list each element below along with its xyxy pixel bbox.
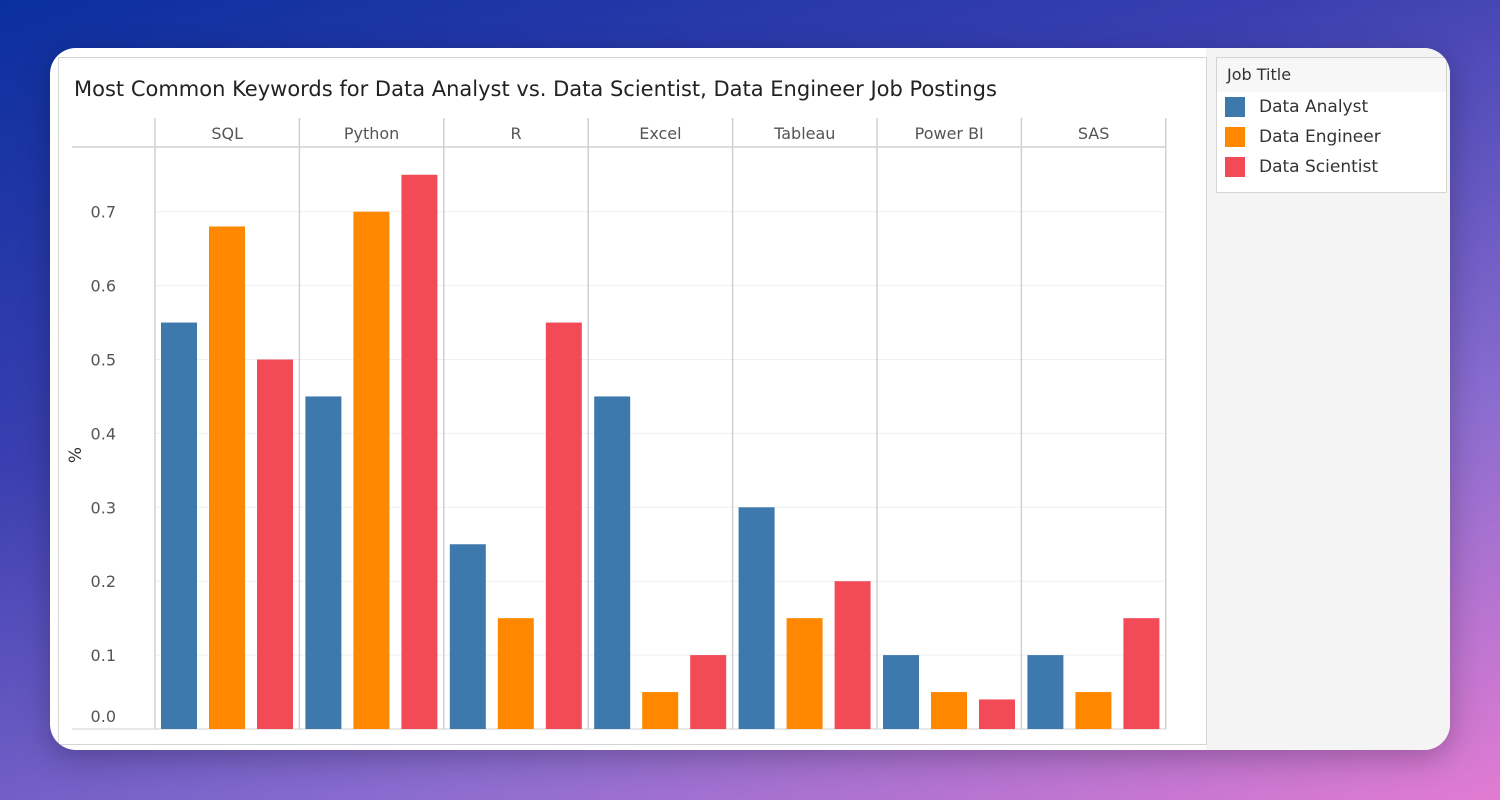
legend-item[interactable]: Data Scientist <box>1217 152 1446 182</box>
y-tick-label: 0.3 <box>91 498 116 517</box>
bar-data-engineer <box>1075 692 1112 729</box>
legend[interactable]: Job Title Data Analyst Data Engineer Data … <box>1216 57 1447 193</box>
bar-data-scientist <box>979 699 1015 729</box>
y-axis-label: % <box>66 447 86 463</box>
bar-data-engineer <box>642 692 679 729</box>
bar-data-analyst <box>1027 655 1064 729</box>
y-tick-label: 0.4 <box>91 424 116 443</box>
legend-item[interactable]: Data Engineer <box>1217 122 1446 152</box>
column-header: Tableau <box>773 124 835 143</box>
bar-data-scientist <box>690 655 727 729</box>
bar-data-engineer <box>353 211 390 729</box>
bar-data-scientist <box>545 322 582 729</box>
bar-data-scientist <box>1123 618 1160 729</box>
bar-data-engineer <box>209 226 245 730</box>
chart-title: Most Common Keywords for Data Analyst vs… <box>74 77 997 101</box>
y-tick-label: 0.5 <box>91 351 116 370</box>
dashboard-card: Most Common Keywords for Data Analyst vs… <box>50 48 1450 750</box>
bar-chart: Most Common Keywords for Data Analyst vs… <box>66 77 1167 730</box>
chart-panel <box>58 57 1207 745</box>
bar-data-engineer <box>931 692 967 729</box>
legend-title: Job Title <box>1217 58 1446 92</box>
legend-swatch <box>1225 97 1245 117</box>
y-tick-label: 0.7 <box>91 203 116 222</box>
bar-data-analyst <box>305 396 342 729</box>
legend-label: Data Engineer <box>1259 127 1381 147</box>
legend-label: Data Scientist <box>1259 157 1378 177</box>
bar-data-scientist <box>834 581 871 729</box>
legend-label: Data Analyst <box>1259 97 1369 117</box>
column-header: Excel <box>639 124 681 143</box>
bar-data-analyst <box>883 655 919 729</box>
column-header: SAS <box>1078 124 1110 143</box>
column-header: Power BI <box>915 124 984 143</box>
column-header: R <box>510 124 521 143</box>
column-header: Python <box>344 124 399 143</box>
bar-data-analyst <box>449 544 486 729</box>
bar-data-analyst <box>594 396 631 729</box>
y-tick-label: 0.0 <box>91 707 116 726</box>
y-tick-label: 0.2 <box>91 572 116 591</box>
bar-data-engineer <box>497 618 534 729</box>
legend-item[interactable]: Data Analyst <box>1217 92 1446 122</box>
y-tick-label: 0.1 <box>91 646 116 665</box>
column-header: SQL <box>211 124 243 143</box>
bar-data-scientist <box>401 174 438 729</box>
y-tick-label: 0.6 <box>91 277 116 296</box>
legend-swatch <box>1225 157 1245 177</box>
legend-swatch <box>1225 127 1245 147</box>
bar-data-engineer <box>786 618 823 729</box>
bar-data-scientist <box>257 359 293 729</box>
bar-data-analyst <box>738 507 775 729</box>
bar-data-analyst <box>161 322 197 729</box>
